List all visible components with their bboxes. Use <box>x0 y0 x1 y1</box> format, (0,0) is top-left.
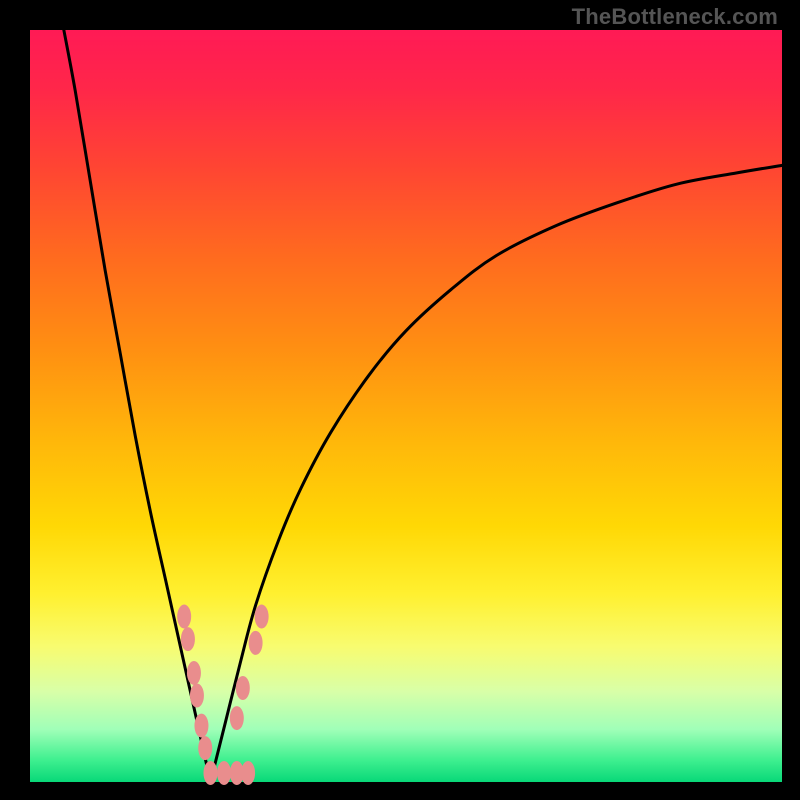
marker-group <box>177 605 268 785</box>
marker-blob <box>230 706 244 730</box>
curve-layer <box>30 30 782 782</box>
marker-blob <box>181 627 195 651</box>
marker-blob <box>190 684 204 708</box>
marker-blob <box>236 676 250 700</box>
chart-stage: TheBottleneck.com <box>0 0 800 800</box>
bottleneck-curve-right <box>210 165 782 782</box>
marker-blob <box>198 736 212 760</box>
marker-blob <box>187 661 201 685</box>
marker-blob <box>217 761 231 785</box>
plot-area <box>30 30 782 782</box>
marker-blob <box>194 714 208 738</box>
marker-blob <box>203 761 217 785</box>
marker-blob <box>177 605 191 629</box>
watermark-text: TheBottleneck.com <box>572 4 778 30</box>
marker-blob <box>241 761 255 785</box>
marker-blob <box>255 605 269 629</box>
marker-blob <box>249 631 263 655</box>
